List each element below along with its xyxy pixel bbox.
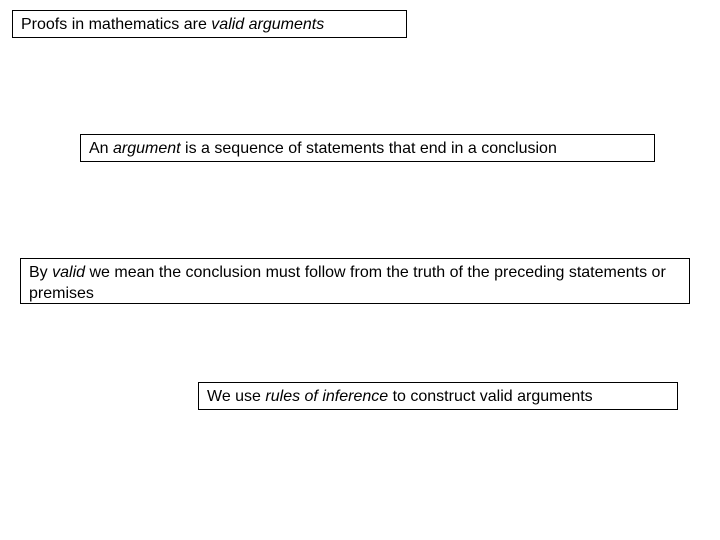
definition-box-argument: An argument is a sequence of statements … (80, 134, 655, 162)
text-segment: valid arguments (211, 16, 324, 33)
text-segment: to construct valid arguments (388, 388, 593, 405)
text-segment: Proofs in mathematics are (21, 16, 211, 33)
text-segment: is a sequence of statements that end in … (181, 140, 557, 157)
definition-box-rules: We use rules of inference to construct v… (198, 382, 678, 410)
text-segment: By (29, 264, 52, 281)
text-segment: An (89, 140, 113, 157)
text-segment: We use (207, 388, 265, 405)
text-segment: we mean the conclusion must follow from … (29, 264, 666, 302)
text-segment: rules of inference (265, 388, 388, 405)
definition-box-proofs: Proofs in mathematics are valid argument… (12, 10, 407, 38)
text-segment: argument (113, 140, 181, 157)
text-segment: valid (52, 264, 85, 281)
definition-box-valid: By valid we mean the conclusion must fol… (20, 258, 690, 304)
